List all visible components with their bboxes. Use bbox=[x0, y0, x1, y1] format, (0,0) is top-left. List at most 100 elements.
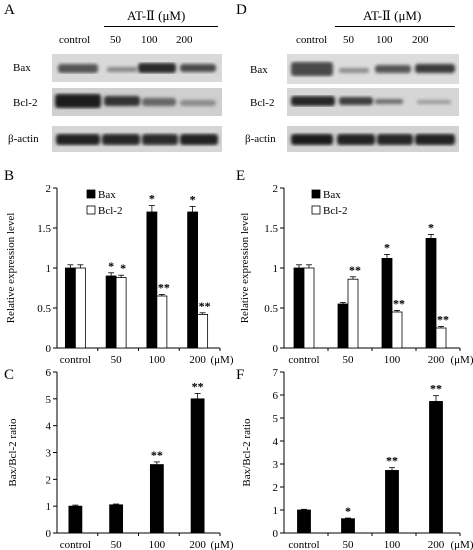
blot-label-right-bcl2: Bcl-2 bbox=[250, 97, 275, 109]
band-left-bax-100 bbox=[138, 63, 176, 73]
chart-e-legend-label: Bcl-2 bbox=[323, 205, 347, 217]
panel-letter-a: A bbox=[4, 2, 15, 18]
band-left-bactin-control bbox=[56, 134, 100, 145]
chart-f: 0 1 2 3 4 5 6 7 Bax/Bcl-2 ratio control 50 * 100 ** 20… bbox=[241, 368, 473, 550]
chart-b-significance: * bbox=[149, 192, 155, 206]
chart-b-legend-swatch bbox=[86, 189, 96, 199]
blot-image-right bbox=[287, 54, 459, 152]
chart-b-bar bbox=[115, 277, 127, 349]
chart-b-significance: ** bbox=[158, 280, 170, 294]
chart-e-legend-label: Bax bbox=[323, 189, 341, 201]
chart-e-bar bbox=[425, 238, 437, 349]
chart-c-bar bbox=[109, 504, 124, 534]
band-right-bcl2-control bbox=[291, 96, 335, 106]
chart-f-y-tick-label: 5 bbox=[273, 413, 279, 425]
chart-e-legend-swatch bbox=[311, 189, 321, 199]
chart-b-bar bbox=[64, 267, 76, 349]
chart-b-y-tick-label: 1.5 bbox=[37, 223, 51, 235]
chart-c-category-label: control bbox=[60, 539, 91, 550]
chart-b-legend-swatch bbox=[86, 205, 96, 215]
chart-e-y-tick-label: 1 bbox=[273, 263, 279, 275]
chart-c-y-tick-label: 0 bbox=[46, 528, 52, 540]
band-left-bactin-200 bbox=[180, 134, 218, 145]
chart-b-bar bbox=[156, 295, 168, 349]
chart-f-y-tick-label: 6 bbox=[273, 390, 279, 402]
chart-c-y-tick-label: 3 bbox=[46, 448, 52, 460]
chart-c-x-unit: (μM) bbox=[210, 539, 233, 550]
blot-label-left-bax: Bax bbox=[13, 62, 31, 74]
chart-e-category-label: control bbox=[288, 354, 319, 366]
chart-f-significance: ** bbox=[386, 454, 398, 468]
treatment-header-left: AT-Ⅱ (μM) bbox=[127, 8, 186, 23]
chart-c-bar bbox=[149, 464, 164, 534]
band-right-bax-100 bbox=[375, 65, 411, 73]
chart-b-bar bbox=[187, 211, 199, 349]
chart-b-bar bbox=[197, 313, 209, 349]
band-right-bactin-200 bbox=[415, 134, 455, 145]
chart-e-bar bbox=[381, 258, 393, 349]
lane-label-left-100: 100 bbox=[141, 34, 158, 46]
band-right-bcl2-200 bbox=[417, 100, 451, 104]
chart-e-category-label: 100 bbox=[384, 354, 401, 366]
chart-b-significance: * bbox=[120, 261, 126, 275]
chart-b-category-label: 100 bbox=[149, 354, 166, 366]
chart-f-significance: * bbox=[345, 504, 351, 518]
chart-c-category-label: 200 bbox=[189, 539, 206, 550]
chart-c-bar bbox=[190, 398, 205, 534]
chart-f-category-label: control bbox=[288, 539, 319, 550]
chart-c-y-axis-title: Bax/Bcl-2 ratio bbox=[7, 418, 19, 487]
chart-b-legend-label: Bax bbox=[98, 189, 116, 201]
chart-f-bar bbox=[429, 401, 443, 534]
chart-e-significance: ** bbox=[437, 312, 449, 326]
band-left-bcl2-50 bbox=[104, 96, 140, 106]
chart-f-y-tick-label: 0 bbox=[273, 528, 279, 540]
chart-f-y-tick-label: 7 bbox=[273, 368, 279, 379]
lane-label-right-control: control bbox=[296, 34, 328, 46]
chart-e-bar bbox=[347, 278, 359, 349]
chart-e-significance: ** bbox=[349, 263, 361, 277]
band-right-bcl2-50 bbox=[339, 97, 373, 105]
chart-c-y-tick-label: 2 bbox=[46, 474, 52, 486]
blot-image-left bbox=[52, 54, 222, 152]
chart-e-bar bbox=[303, 267, 315, 349]
chart-e-y-tick-label: 0.5 bbox=[264, 303, 278, 315]
chart-c-category-label: 50 bbox=[111, 539, 123, 550]
chart-f-x-unit: (μM) bbox=[450, 539, 473, 550]
chart-c-y-tick-label: 1 bbox=[46, 501, 52, 513]
chart-c-significance: ** bbox=[151, 448, 163, 462]
chart-b-category-label: 200 bbox=[189, 354, 206, 366]
chart-f-category-label: 50 bbox=[343, 539, 355, 550]
chart-b-y-tick-label: 2 bbox=[46, 183, 52, 195]
chart-b-bar bbox=[146, 211, 158, 349]
chart-f-category-label: 200 bbox=[428, 539, 445, 550]
band-left-bcl2-200 bbox=[180, 100, 216, 106]
chart-f-y-tick-label: 1 bbox=[273, 505, 279, 517]
panel-letter-e: E bbox=[236, 168, 246, 184]
band-left-bactin-100 bbox=[142, 134, 178, 145]
band-right-bax-200 bbox=[415, 64, 455, 73]
chart-b-bar bbox=[105, 275, 117, 349]
band-right-bcl2-100 bbox=[375, 99, 403, 104]
chart-e-significance: ** bbox=[393, 296, 405, 310]
treatment-underline-right bbox=[335, 26, 455, 27]
band-left-bcl2-control bbox=[55, 94, 101, 108]
band-right-bactin-100 bbox=[377, 134, 413, 145]
chart-f-y-tick-label: 4 bbox=[273, 436, 279, 448]
chart-b-y-axis-title: Relative expression level bbox=[5, 213, 17, 324]
lane-label-right-200: 200 bbox=[412, 34, 429, 46]
chart-e-legend-swatch bbox=[311, 205, 321, 215]
treatment-header-right: AT-Ⅱ (μM) bbox=[363, 8, 422, 23]
chart-b: 0 0.5 1 1.5 2 Relative expression level contro… bbox=[5, 183, 234, 366]
lane-label-left-50: 50 bbox=[110, 34, 121, 46]
lane-label-right-50: 50 bbox=[343, 34, 354, 46]
chart-f-y-tick-label: 3 bbox=[273, 459, 279, 471]
treatment-underline-left bbox=[104, 26, 218, 27]
chart-e-y-tick-label: 2 bbox=[273, 183, 279, 195]
chart-e-significance: * bbox=[384, 240, 390, 254]
chart-b-y-tick-label: 1 bbox=[46, 263, 52, 275]
lane-label-left-200: 200 bbox=[176, 34, 193, 46]
blot-label-right-bax: Bax bbox=[250, 64, 268, 76]
band-left-bactin-50 bbox=[102, 134, 140, 145]
chart-b-x-unit: (μM) bbox=[210, 354, 233, 366]
chart-e-significance: * bbox=[428, 220, 434, 234]
